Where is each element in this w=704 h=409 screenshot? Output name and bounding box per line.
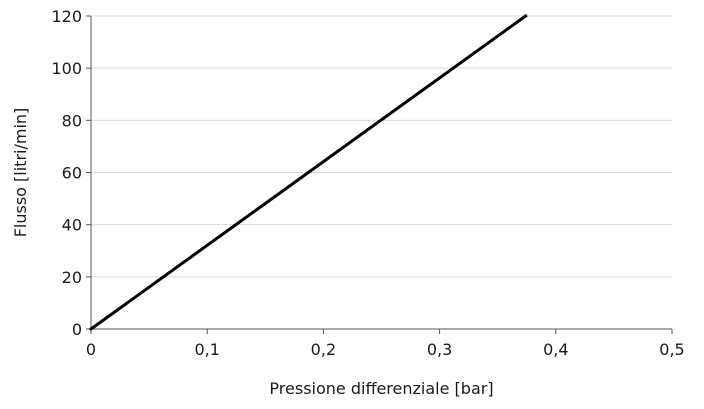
x-tick-label-2: 0,2 [311, 340, 336, 359]
y-tick-label-5: 100 [51, 59, 82, 78]
x-axis-label: Pressione differenziale [bar] [269, 379, 493, 398]
y-tick-label-4: 80 [62, 111, 82, 130]
y-tick-label-3: 60 [62, 164, 82, 183]
ticks: 0 20 40 60 80 100 120 0 0,1 0,2 0,3 0,4 0,5 [51, 7, 684, 359]
gridlines [91, 15, 672, 278]
series-line-0 [88, 13, 528, 332]
x-tick-label-1: 0,1 [194, 340, 219, 359]
y-tick-label-0: 0 [72, 320, 82, 339]
x-tick-label-3: 0,3 [427, 340, 452, 359]
y-tick-label-1: 20 [62, 268, 82, 287]
y-tick-label-2: 40 [62, 216, 82, 235]
x-tick-label-5: 0,5 [659, 340, 684, 359]
x-tick-label-0: 0 [86, 340, 96, 359]
y-tick-label-6: 120 [51, 7, 82, 26]
series [88, 13, 528, 332]
y-axis-label: Flusso [litri/min] [11, 108, 30, 238]
x-tick-label-4: 0,4 [543, 340, 568, 359]
